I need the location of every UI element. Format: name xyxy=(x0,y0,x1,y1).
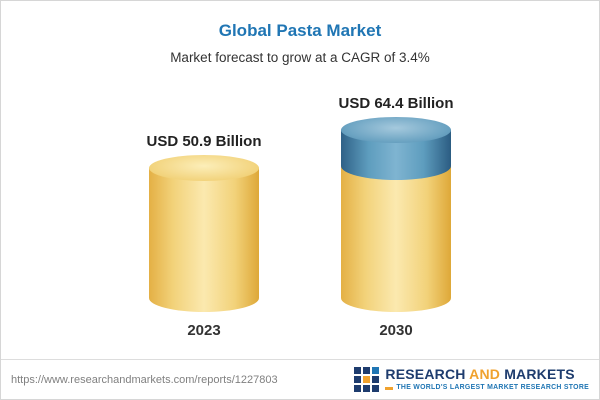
logo-word-research: RESEARCH xyxy=(385,366,466,382)
logo-wordmark: RESEARCH AND MARKETS xyxy=(385,366,575,382)
logo-tagline: THE WORLD'S LARGEST MARKET RESEARCH STOR… xyxy=(385,384,589,392)
bar-chart: USD 50.9 Billion 2023 USD 64.4 Billion 2… xyxy=(1,95,599,339)
cylinder-bar-2030 xyxy=(341,117,451,312)
logo-word-markets: MARKETS xyxy=(504,366,575,382)
cylinder-top-blue xyxy=(341,117,451,143)
value-label-2030: USD 64.4 Billion xyxy=(338,95,454,112)
value-label-2023: USD 50.9 Billion xyxy=(146,133,262,150)
bar-group-2030: USD 64.4 Billion 2030 xyxy=(321,95,471,339)
category-label-2030: 2030 xyxy=(379,322,413,339)
cylinder-body-yellow xyxy=(149,168,259,312)
category-label-2023: 2023 xyxy=(187,322,221,339)
chart-subtitle: Market forecast to grow at a CAGR of 3.4… xyxy=(170,50,430,65)
tagline-dash-icon xyxy=(385,386,394,390)
cylinder-top-yellow xyxy=(149,155,259,181)
source-url: https://www.researchandmarkets.com/repor… xyxy=(11,373,278,386)
researchandmarkets-logo: RESEARCH AND MARKETS THE WORLD'S LARGEST… xyxy=(354,366,589,392)
logo-text: RESEARCH AND MARKETS THE WORLD'S LARGEST… xyxy=(385,366,589,392)
bar-group-2023: USD 50.9 Billion 2023 xyxy=(129,133,279,339)
cylinder-bar-2023 xyxy=(149,155,259,312)
logo-word-and: AND xyxy=(469,366,501,382)
logo-grid-icon xyxy=(354,367,380,392)
footer-bar: https://www.researchandmarkets.com/repor… xyxy=(1,359,599,399)
chart-title: Global Pasta Market xyxy=(218,21,382,40)
tagline-text: THE WORLD'S LARGEST MARKET RESEARCH STOR… xyxy=(396,384,589,392)
